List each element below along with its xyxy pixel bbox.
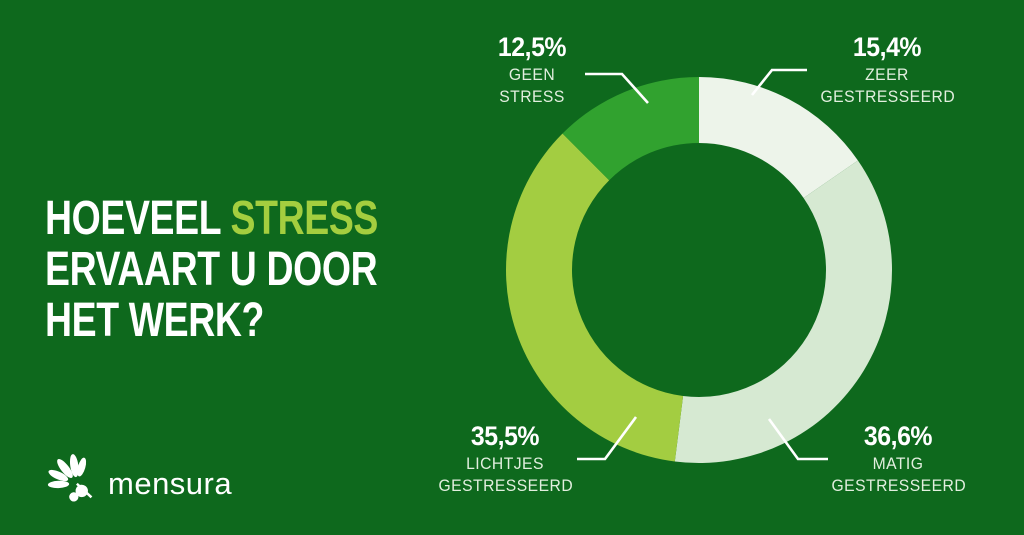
callout-lines-group: [577, 68, 828, 461]
percent-geen-stress: 12,5%: [497, 32, 567, 62]
category-matig-gestresseerd: MATIG GESTRESSEERD: [831, 455, 967, 495]
donut-segments-group: [506, 77, 892, 463]
label-geen-stress: 12,5% GEEN STRESS: [462, 32, 602, 108]
donut-segment-matig-gestresseerd: [674, 160, 892, 463]
label-zeer-gestresseerd: 15,4% ZEER GESTRESSEERD: [817, 32, 957, 108]
callout-line-matig-gestresseerd: [767, 418, 828, 461]
donut-segment-lichtjes-gestresseerd: [506, 133, 684, 462]
callout-line-geen-stress: [585, 72, 649, 104]
category-geen-stress: GEEN STRESS: [499, 66, 565, 106]
category-zeer-gestresseerd: ZEER GESTRESSEERD: [820, 66, 956, 106]
title-line-3: HET WERK?: [45, 294, 265, 347]
donut-segment-geen-stress: [562, 77, 699, 181]
donut-segment-zeer-gestresseerd: [699, 77, 858, 198]
callout-line-zeer-gestresseerd: [750, 68, 807, 96]
percent-lichtjes-gestresseerd: 35,5%: [470, 421, 540, 451]
logo-wordmark: mensura: [108, 466, 233, 501]
callout-line-lichtjes-gestresseerd: [577, 416, 638, 461]
mensura-logo: mensura: [44, 447, 232, 507]
percent-matig-gestresseerd: 36,6%: [863, 421, 933, 451]
title-line-1: HOEVEEL STRESS: [45, 193, 378, 244]
title-line-2: ERVAART U DOOR: [45, 243, 378, 296]
title-word-stress: STRESS: [230, 192, 379, 245]
percent-zeer-gestresseerd: 15,4%: [852, 32, 922, 62]
title-word-hoeveel: HOEVEEL: [45, 192, 221, 245]
olive-branch-icon: [47, 454, 93, 502]
label-matig-gestresseerd: 36,6% MATIG GESTRESSEERD: [828, 421, 968, 497]
label-lichtjes-gestresseerd: 35,5% LICHTJES GESTRESSEERD: [435, 421, 575, 497]
page-title: HOEVEEL STRESS ERVAART U DOOR HET WERK?: [45, 193, 378, 346]
category-lichtjes-gestresseerd: LICHTJES GESTRESSEERD: [438, 455, 574, 495]
